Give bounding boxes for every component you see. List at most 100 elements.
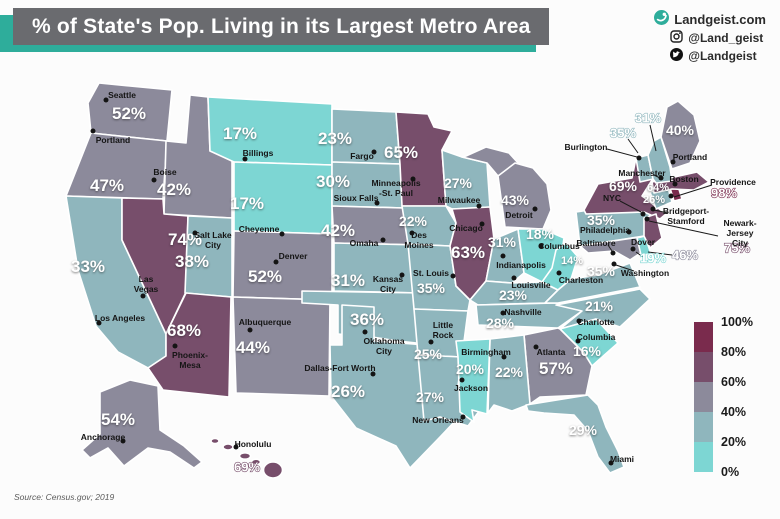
- city-dot-little-rock: [428, 339, 434, 345]
- pct-minnesota: 65%: [383, 143, 419, 162]
- pct-hawaii: 69%: [233, 459, 261, 475]
- city-salt-lake-city: Salt Lake City: [194, 229, 232, 250]
- city-boise: Boise: [153, 166, 177, 177]
- pct-virginia: 35%: [586, 263, 616, 279]
- city-chicago: Chicago: [449, 222, 483, 233]
- city-washington: Washington: [620, 267, 670, 278]
- city-columbus: Columbus: [538, 240, 580, 251]
- brand-block: Landgeist.com @Land_geist @Landgeist: [654, 10, 766, 66]
- pct-georgia: 57%: [538, 359, 574, 378]
- city-dot-chicago: [479, 221, 485, 227]
- pct-florida: 29%: [568, 422, 598, 438]
- legend-swatch-0-20: [694, 442, 713, 472]
- state-florida-shape: [525, 394, 625, 474]
- city-dot-new-orleans: [460, 414, 466, 420]
- city-oklahoma-city: Oklahoma City: [363, 335, 405, 356]
- pct-south-dakota: 30%: [315, 172, 351, 191]
- state-mississippi-shape: [455, 338, 491, 423]
- city-dot-phoenix-mesa: [172, 343, 178, 349]
- city-miami: Miami: [609, 453, 635, 464]
- city-charleston: Charleston: [558, 274, 604, 285]
- pct-missouri: 35%: [416, 280, 446, 296]
- city-dot-milwaukee: [476, 203, 482, 209]
- city-dot-cheyenne: [279, 231, 285, 237]
- pct-ohio: 18%: [525, 226, 555, 242]
- city-dot-los-angeles: [96, 320, 102, 326]
- pct-maine: 40%: [665, 122, 695, 138]
- pct-wisconsin: 27%: [443, 175, 473, 191]
- city-dot-st-louis: [450, 273, 456, 279]
- state-colorado-shape: [232, 230, 333, 301]
- city-dot-seattle: [103, 97, 109, 103]
- landgeist-globe-icon: [654, 10, 670, 28]
- city-los-angeles: Los Angeles: [94, 312, 146, 323]
- pct-oregon: 47%: [89, 176, 125, 195]
- city-louisville: Louisville: [511, 279, 551, 290]
- city-dot-minneapolis-st-paul: [410, 176, 416, 182]
- city-providence: Providence: [710, 176, 756, 187]
- city-anchorage: Anchorage: [80, 431, 126, 442]
- city-dot-newark-jersey-city: [644, 216, 650, 222]
- state-massachusetts-shape: [651, 171, 710, 194]
- state-new-mexico-shape: [232, 296, 331, 397]
- city-detroit: Detroit: [505, 209, 533, 220]
- city-dot-salt-lake-city: [192, 230, 198, 236]
- pct-new-mexico: 44%: [235, 338, 271, 357]
- header: % of State's Pop. Living in its Largest …: [0, 8, 550, 52]
- city-boston: Boston: [669, 173, 699, 184]
- city-dot-boise: [151, 177, 157, 183]
- legend-swatch-20-40: [694, 412, 713, 442]
- pct-delaware: 19%: [639, 250, 667, 266]
- pct-new-hampshire: 31%: [634, 110, 662, 126]
- city-dot-portland-or: [90, 128, 96, 134]
- state-georgia-shape: [523, 327, 593, 405]
- city-dot-omaha: [380, 237, 386, 243]
- pct-montana: 17%: [222, 124, 258, 143]
- state-new-hampshire-shape: [647, 136, 673, 184]
- city-newark-jersey-city: Newark- Jersey City: [723, 217, 757, 249]
- city-manchester: Manchester: [618, 167, 666, 178]
- pct-new-jersey: 75%: [723, 240, 751, 256]
- state-washington-shape: [87, 82, 173, 142]
- state-maine-shape: [660, 100, 701, 170]
- instagram-handle-label: @Land_geist: [688, 31, 764, 45]
- city-new-orleans: New Orleans: [412, 414, 464, 425]
- city-dot-burlington: [636, 155, 642, 161]
- city-albuquerque: Albuquerque: [238, 316, 292, 327]
- pct-oklahoma: 36%: [349, 310, 385, 329]
- city-jackson: Jackson: [453, 382, 489, 393]
- city-dot-dallas-fort-worth: [370, 371, 376, 377]
- source-note: Source: Census.gov; 2019: [14, 492, 115, 502]
- pct-massachusetts: 64%: [646, 182, 670, 194]
- legend-tick-60: 60%: [721, 375, 747, 389]
- city-dot-las-vegas: [140, 293, 146, 299]
- pct-kansas: 31%: [330, 271, 366, 290]
- city-dot-detroit: [532, 206, 538, 212]
- city-dot-sioux-falls: [374, 200, 380, 206]
- pct-new-york: 69%: [608, 178, 638, 194]
- city-little-rock: Little Rock: [432, 319, 454, 340]
- legend-tick-0: 0%: [721, 465, 740, 479]
- pct-utah: 38%: [174, 252, 210, 271]
- legend-swatch-40-60: [694, 382, 713, 412]
- city-des-moines: Des Moines: [404, 229, 434, 250]
- city-st-louis: St. Louis: [413, 267, 449, 278]
- pct-mississippi: 20%: [455, 361, 485, 377]
- pct-louisiana: 27%: [415, 389, 445, 405]
- city-dot-honolulu: [233, 444, 239, 450]
- city-columbia: Columbia: [576, 331, 616, 342]
- state-virginia-shape: [544, 262, 641, 304]
- legend-tick-40: 40%: [721, 405, 747, 419]
- city-dot-nashville: [500, 310, 506, 316]
- city-dover: Dover: [630, 236, 656, 247]
- state-delaware-shape: [636, 235, 652, 256]
- pct-tennessee: 28%: [485, 315, 515, 331]
- pct-pennsylvania: 35%: [586, 212, 616, 228]
- state-alaska-shape: [81, 379, 203, 469]
- state-hawaii-shape: [210, 437, 284, 479]
- state-arizona-shape: [147, 292, 232, 398]
- city-bridgeport-stamford: Bridgeport- Stamford: [662, 205, 710, 226]
- city-dot-kansas-city: [399, 272, 405, 278]
- city-dot-billings: [242, 156, 248, 162]
- city-dot-washington: [611, 261, 617, 267]
